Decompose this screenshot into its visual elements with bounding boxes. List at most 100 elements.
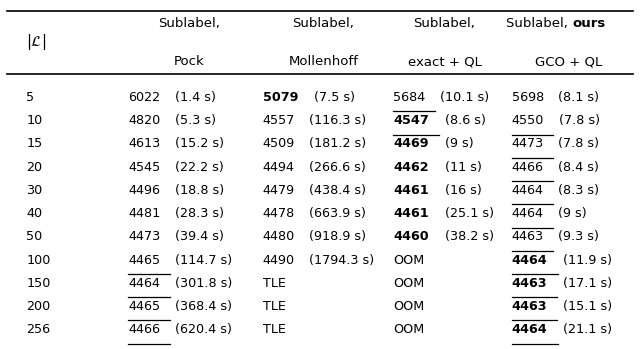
Text: 4545: 4545	[129, 161, 161, 174]
Text: 4473: 4473	[129, 230, 161, 243]
Text: OOM: OOM	[394, 323, 425, 336]
Text: Sublabel,: Sublabel,	[413, 17, 476, 30]
Text: 4461: 4461	[394, 207, 429, 220]
Text: (9.3 s): (9.3 s)	[554, 230, 599, 243]
Text: (9 s): (9 s)	[554, 207, 587, 220]
Text: (8.3 s): (8.3 s)	[554, 184, 599, 197]
Text: 4466: 4466	[129, 323, 161, 336]
Text: 15: 15	[26, 138, 42, 150]
Text: (663.9 s): (663.9 s)	[305, 207, 366, 220]
Text: 4462: 4462	[394, 161, 429, 174]
Text: (25.1 s): (25.1 s)	[440, 207, 493, 220]
Text: 4557: 4557	[262, 114, 295, 127]
Text: exact + QL: exact + QL	[408, 55, 481, 68]
Text: (7.5 s): (7.5 s)	[310, 91, 355, 104]
Text: 4464: 4464	[511, 254, 547, 267]
Text: (22.2 s): (22.2 s)	[172, 161, 224, 174]
Text: 50: 50	[26, 230, 42, 243]
Text: 5: 5	[26, 91, 35, 104]
Text: (7.8 s): (7.8 s)	[554, 138, 600, 150]
Text: (1794.3 s): (1794.3 s)	[305, 254, 374, 267]
Text: 4465: 4465	[129, 254, 161, 267]
Text: 4469: 4469	[394, 138, 429, 150]
Text: TLE: TLE	[262, 277, 285, 290]
Text: (8.6 s): (8.6 s)	[441, 114, 486, 127]
Text: (368.4 s): (368.4 s)	[171, 300, 232, 313]
Text: (116.3 s): (116.3 s)	[305, 114, 367, 127]
Text: 200: 200	[26, 300, 51, 313]
Text: 4547: 4547	[394, 114, 429, 127]
Text: 4463: 4463	[511, 230, 544, 243]
Text: (5.3 s): (5.3 s)	[172, 114, 216, 127]
Text: 4464: 4464	[511, 323, 547, 336]
Text: 150: 150	[26, 277, 51, 290]
Text: (301.8 s): (301.8 s)	[171, 277, 232, 290]
Text: Pock: Pock	[173, 55, 204, 68]
Text: 4473: 4473	[511, 138, 544, 150]
Text: (39.4 s): (39.4 s)	[172, 230, 224, 243]
Text: (181.2 s): (181.2 s)	[305, 138, 367, 150]
Text: 4613: 4613	[129, 138, 161, 150]
Text: (114.7 s): (114.7 s)	[171, 254, 232, 267]
Text: 4494: 4494	[262, 161, 294, 174]
Text: 4464: 4464	[511, 184, 543, 197]
Text: (21.1 s): (21.1 s)	[559, 323, 612, 336]
Text: 5079: 5079	[262, 91, 298, 104]
Text: OOM: OOM	[394, 254, 425, 267]
Text: (1.4 s): (1.4 s)	[171, 91, 216, 104]
Text: 20: 20	[26, 161, 42, 174]
Text: (620.4 s): (620.4 s)	[171, 323, 232, 336]
Text: (8.1 s): (8.1 s)	[554, 91, 600, 104]
Text: Sublabel,: Sublabel,	[158, 17, 220, 30]
Text: 4478: 4478	[262, 207, 295, 220]
Text: 4463: 4463	[511, 277, 547, 290]
Text: (266.6 s): (266.6 s)	[305, 161, 365, 174]
Text: (7.8 s): (7.8 s)	[554, 114, 600, 127]
Text: TLE: TLE	[262, 300, 285, 313]
Text: 5684: 5684	[394, 91, 426, 104]
Text: 6022: 6022	[129, 91, 161, 104]
Text: 4461: 4461	[394, 184, 429, 197]
Text: (10.1 s): (10.1 s)	[436, 91, 490, 104]
Text: Mollenhoff: Mollenhoff	[288, 55, 358, 68]
Text: 4550: 4550	[511, 114, 544, 127]
Text: 4466: 4466	[511, 161, 543, 174]
Text: 4464: 4464	[511, 207, 543, 220]
Text: 4509: 4509	[262, 138, 295, 150]
Text: OOM: OOM	[394, 300, 425, 313]
Text: 4820: 4820	[129, 114, 161, 127]
Text: 100: 100	[26, 254, 51, 267]
Text: (16 s): (16 s)	[440, 184, 481, 197]
Text: ours: ours	[572, 17, 605, 30]
Text: (18.8 s): (18.8 s)	[171, 184, 224, 197]
Text: 4480: 4480	[262, 230, 295, 243]
Text: 4460: 4460	[394, 230, 429, 243]
Text: (15.2 s): (15.2 s)	[172, 138, 224, 150]
Text: (11 s): (11 s)	[440, 161, 481, 174]
Text: 5698: 5698	[511, 91, 544, 104]
Text: Sublabel,: Sublabel,	[506, 17, 572, 30]
Text: (438.4 s): (438.4 s)	[305, 184, 366, 197]
Text: 4463: 4463	[511, 300, 547, 313]
Text: (38.2 s): (38.2 s)	[440, 230, 493, 243]
Text: 4481: 4481	[129, 207, 161, 220]
Text: 4479: 4479	[262, 184, 294, 197]
Text: TLE: TLE	[262, 323, 285, 336]
Text: Sublabel,: Sublabel,	[292, 17, 354, 30]
Text: 40: 40	[26, 207, 42, 220]
Text: 4496: 4496	[129, 184, 161, 197]
Text: 4464: 4464	[129, 277, 161, 290]
Text: GCO + QL: GCO + QL	[536, 55, 603, 68]
Text: (11.9 s): (11.9 s)	[559, 254, 612, 267]
Text: 256: 256	[26, 323, 51, 336]
Text: (8.4 s): (8.4 s)	[554, 161, 599, 174]
Text: 30: 30	[26, 184, 42, 197]
Text: 4490: 4490	[262, 254, 294, 267]
Text: (17.1 s): (17.1 s)	[559, 277, 612, 290]
Text: $|\mathcal{L}|$: $|\mathcal{L}|$	[26, 32, 47, 52]
Text: 10: 10	[26, 114, 42, 127]
Text: (28.3 s): (28.3 s)	[172, 207, 224, 220]
Text: (15.1 s): (15.1 s)	[559, 300, 612, 313]
Text: (9 s): (9 s)	[440, 138, 473, 150]
Text: OOM: OOM	[394, 277, 425, 290]
